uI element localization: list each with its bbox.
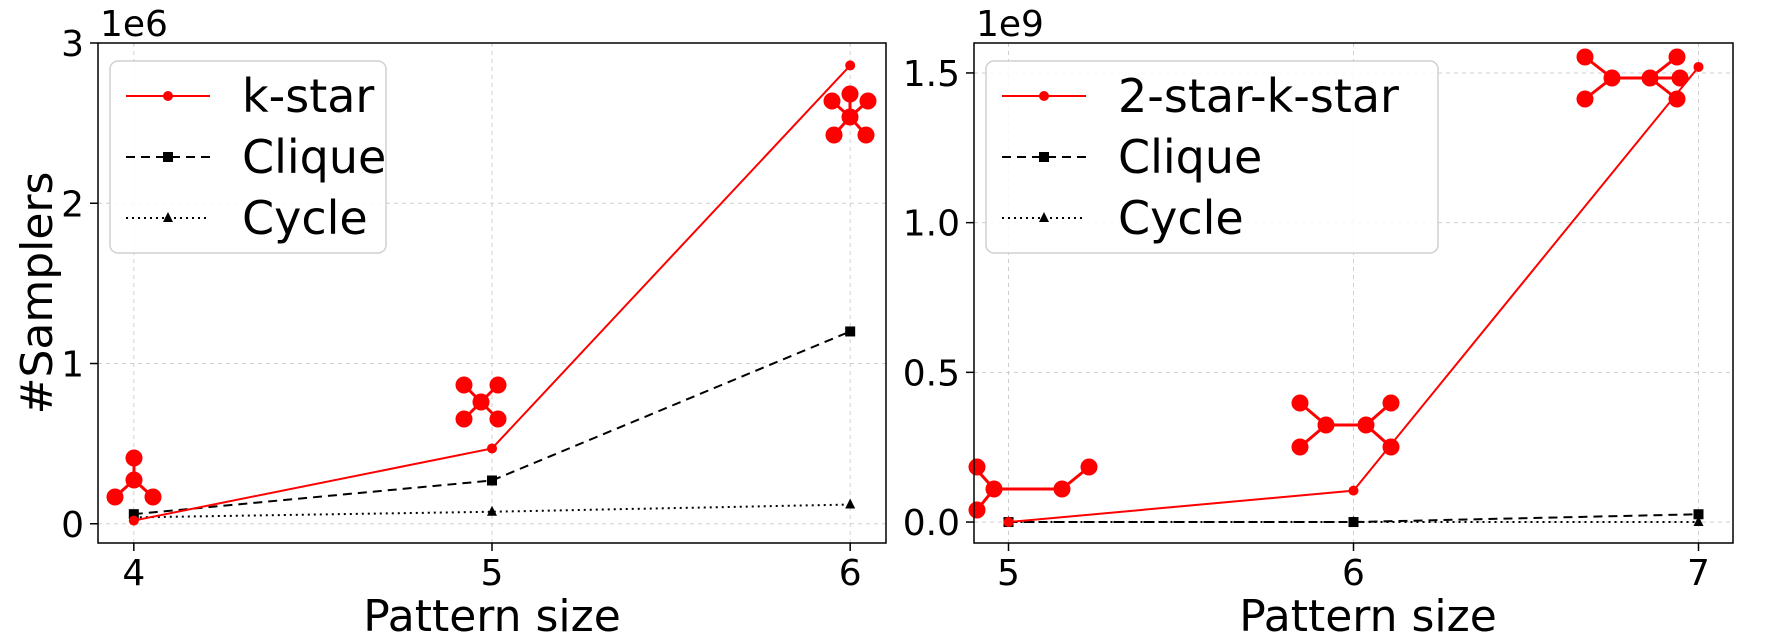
legend-label: Clique bbox=[1118, 130, 1262, 184]
data-point-marker bbox=[163, 152, 173, 162]
legend-item: k-star bbox=[126, 69, 374, 123]
x-tick-label: 6 bbox=[839, 553, 862, 594]
y-tick-label: 2 bbox=[61, 184, 84, 225]
x-tick-label: 6 bbox=[1342, 553, 1365, 594]
right-y-offset-label: 1e9 bbox=[976, 4, 1044, 45]
legend-item: Cycle bbox=[126, 191, 368, 245]
data-point-marker bbox=[163, 212, 173, 222]
left-axes: 4 5 6 0 1 2 3 bbox=[61, 24, 862, 594]
data-point-marker bbox=[1039, 152, 1049, 162]
legend-label: Cycle bbox=[1118, 191, 1244, 245]
legend-label: Cycle bbox=[242, 191, 368, 245]
data-point-marker bbox=[845, 326, 856, 337]
right-series bbox=[1003, 61, 1704, 528]
y-tick-label: 0 bbox=[61, 505, 84, 546]
star3-star3-glyph bbox=[1576, 48, 1689, 108]
x-tick-label: 5 bbox=[481, 553, 504, 594]
data-point-marker bbox=[128, 509, 139, 520]
data-point-marker bbox=[1348, 517, 1359, 528]
data-point-marker bbox=[487, 475, 497, 486]
star2-star3-glyph bbox=[1291, 394, 1400, 456]
y-tick-label: 0.5 bbox=[903, 353, 960, 394]
right-legend: 2-star-k-star Clique Cycle bbox=[985, 60, 1439, 254]
series-2-star-k-star bbox=[1003, 61, 1704, 528]
series-line bbox=[133, 330, 851, 516]
left-pattern-glyphs bbox=[106, 85, 877, 506]
x-tick-label: 7 bbox=[1687, 553, 1710, 594]
star4-glyph bbox=[455, 376, 507, 428]
y-tick-label: 1 bbox=[61, 345, 84, 386]
star2-star2-glyph bbox=[968, 458, 1098, 519]
data-point-marker bbox=[1039, 212, 1049, 222]
legend-label: k-star bbox=[242, 69, 374, 123]
left-x-axis-label: Pattern size bbox=[363, 591, 621, 641]
series-k-star bbox=[128, 60, 856, 526]
x-tick-label: 4 bbox=[122, 553, 145, 594]
right-pattern-glyphs bbox=[968, 48, 1689, 519]
data-point-marker bbox=[1693, 61, 1704, 72]
left-legend: k-star Clique Cycle bbox=[109, 60, 387, 254]
y-tick-label: 1.5 bbox=[903, 54, 960, 95]
legend-item: Clique bbox=[1002, 130, 1262, 184]
data-point-marker bbox=[1348, 485, 1359, 496]
data-point-marker bbox=[487, 505, 497, 516]
legend-label: Clique bbox=[242, 130, 386, 184]
data-point-marker bbox=[845, 60, 856, 71]
legend-box bbox=[109, 60, 387, 254]
legend-item: 2-star-k-star bbox=[1002, 69, 1399, 123]
legend-item: Clique bbox=[126, 130, 386, 184]
y-tick-label: 3 bbox=[61, 24, 84, 65]
data-point-marker bbox=[1003, 517, 1014, 528]
legend-item: Cycle bbox=[1002, 191, 1244, 245]
star3-glyph bbox=[106, 449, 162, 506]
data-point-marker bbox=[163, 91, 173, 101]
left-panel: 4 5 6 0 1 2 3 k-star Clique Cycle 1e6 Pattern si… bbox=[12, 4, 887, 641]
data-point-marker bbox=[1693, 509, 1704, 520]
data-point-marker bbox=[845, 498, 856, 509]
y-tick-label: 1.0 bbox=[903, 204, 960, 245]
data-point-marker bbox=[128, 515, 139, 526]
data-point-marker bbox=[487, 443, 497, 454]
legend-label: 2-star-k-star bbox=[1118, 69, 1399, 123]
right-axes: 5 6 7 0.0 0.5 1.0 1.5 bbox=[903, 54, 1710, 594]
series-clique bbox=[1003, 509, 1704, 528]
data-point-marker bbox=[1039, 91, 1049, 101]
left-y-axis-label: #Samplers bbox=[12, 172, 63, 415]
y-tick-label: 0.0 bbox=[903, 503, 960, 544]
star5-glyph bbox=[823, 85, 877, 144]
right-panel: 5 6 7 0.0 0.5 1.0 1.5 2-star-k-star Clique Cycle… bbox=[903, 4, 1734, 641]
left-y-offset-label: 1e6 bbox=[100, 4, 168, 45]
right-x-axis-label: Pattern size bbox=[1239, 591, 1497, 641]
x-tick-label: 5 bbox=[997, 553, 1020, 594]
legend-box bbox=[985, 60, 1439, 254]
left-series bbox=[128, 60, 856, 526]
series-clique bbox=[128, 326, 856, 520]
data-point-marker bbox=[1693, 516, 1704, 527]
